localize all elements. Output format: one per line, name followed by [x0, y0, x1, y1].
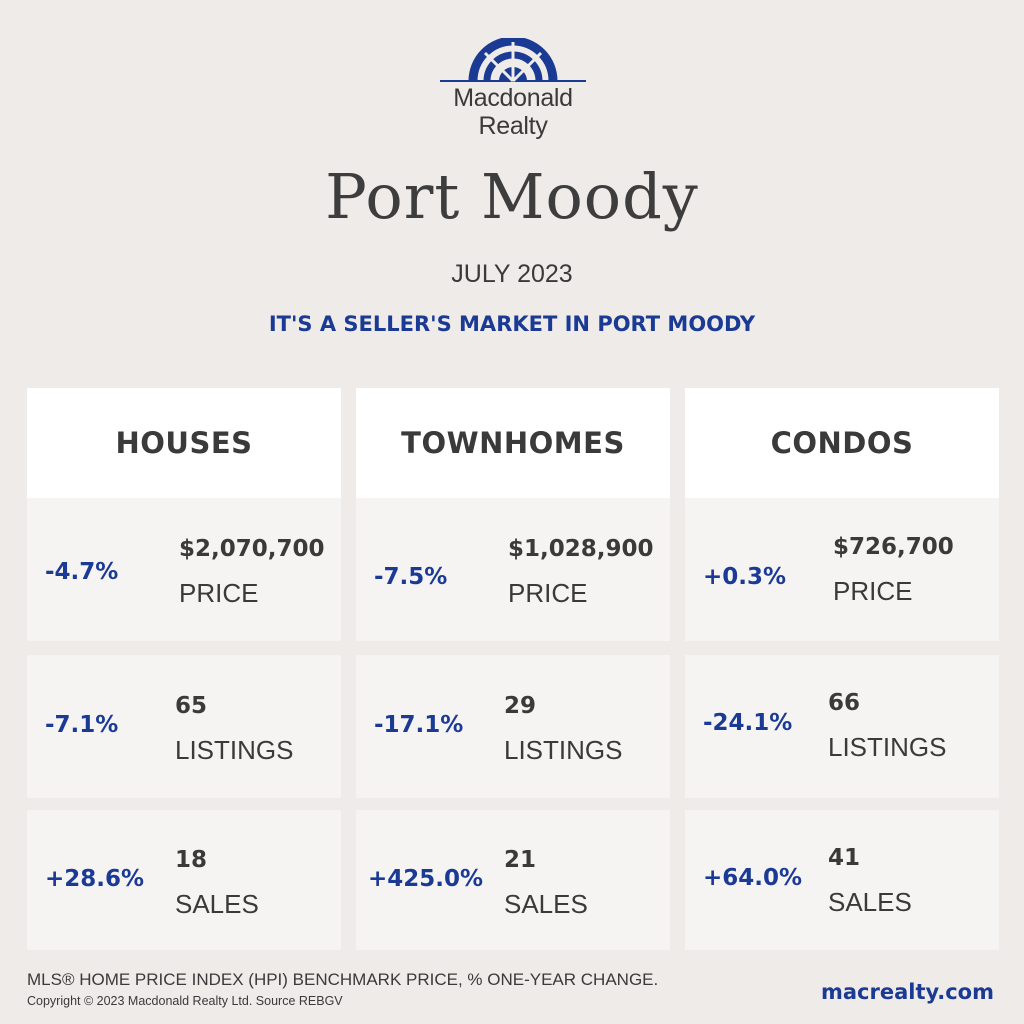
market-tagline: IT'S A SELLER'S MARKET IN PORT MOODY: [268, 312, 756, 336]
price-change: +0.3%: [703, 564, 787, 590]
website-link[interactable]: macrealty.com: [820, 980, 994, 1004]
sales-value: 18: [175, 847, 208, 873]
sales-label: SALES: [504, 889, 588, 919]
price-cell: -4.7% $2,070,700 PRICE: [27, 498, 341, 641]
listings-cell: -17.1% 29 LISTINGS: [356, 655, 670, 798]
company-logo: Macdonald Realty: [440, 38, 586, 158]
condos-column: CONDOS +0.3% $726,700 PRICE -24.1% 66 LI…: [685, 388, 999, 950]
price-label: PRICE: [179, 578, 259, 608]
sales-value: 41: [828, 845, 861, 871]
price-label: PRICE: [508, 578, 588, 608]
listings-change: -24.1%: [703, 710, 793, 736]
listings-change: -7.1%: [45, 712, 119, 738]
sales-change: +425.0%: [368, 866, 484, 892]
price-cell: -7.5% $1,028,900 PRICE: [356, 498, 670, 641]
listings-value: 29: [504, 693, 537, 719]
logo-name-line2: Realty: [478, 112, 548, 140]
sales-label: SALES: [175, 889, 259, 919]
listings-cell: -24.1% 66 LISTINGS: [685, 655, 999, 798]
sales-cell: +64.0% 41 SALES: [685, 810, 999, 950]
sales-change: +28.6%: [45, 866, 145, 892]
listings-value: 65: [175, 693, 208, 719]
houses-column: HOUSES -4.7% $2,070,700 PRICE -7.1% 65 L…: [27, 388, 341, 950]
price-change: -7.5%: [374, 564, 448, 590]
listings-cell: -7.1% 65 LISTINGS: [27, 655, 341, 798]
listings-label: LISTINGS: [504, 735, 623, 765]
column-title: TOWNHOMES: [356, 388, 670, 498]
price-value: $2,070,700: [179, 536, 325, 562]
listings-label: LISTINGS: [828, 732, 947, 762]
townhomes-column: TOWNHOMES -7.5% $1,028,900 PRICE -17.1% …: [356, 388, 670, 950]
column-title: CONDOS: [685, 388, 999, 498]
price-change: -4.7%: [45, 559, 119, 585]
footnote: MLS® HOME PRICE INDEX (HPI) BENCHMARK PR…: [27, 970, 659, 989]
price-value: $1,028,900: [508, 536, 654, 562]
sales-cell: +425.0% 21 SALES: [356, 810, 670, 950]
price-label: PRICE: [833, 576, 913, 606]
listings-change: -17.1%: [374, 712, 464, 738]
column-title: HOUSES: [27, 388, 341, 498]
compass-rose-icon: [440, 38, 586, 83]
price-cell: +0.3% $726,700 PRICE: [685, 498, 999, 641]
page-title: Port Moody: [325, 160, 699, 233]
sales-cell: +28.6% 18 SALES: [27, 810, 341, 950]
sales-change: +64.0%: [703, 865, 803, 891]
logo-name-line1: Macdonald: [453, 84, 573, 112]
sales-label: SALES: [828, 887, 912, 917]
copyright: Copyright © 2023 Macdonald Realty Ltd. S…: [27, 994, 343, 1008]
sales-value: 21: [504, 847, 537, 873]
listings-label: LISTINGS: [175, 735, 294, 765]
price-value: $726,700: [833, 534, 954, 560]
report-month: JULY 2023: [451, 260, 573, 288]
listings-value: 66: [828, 690, 861, 716]
